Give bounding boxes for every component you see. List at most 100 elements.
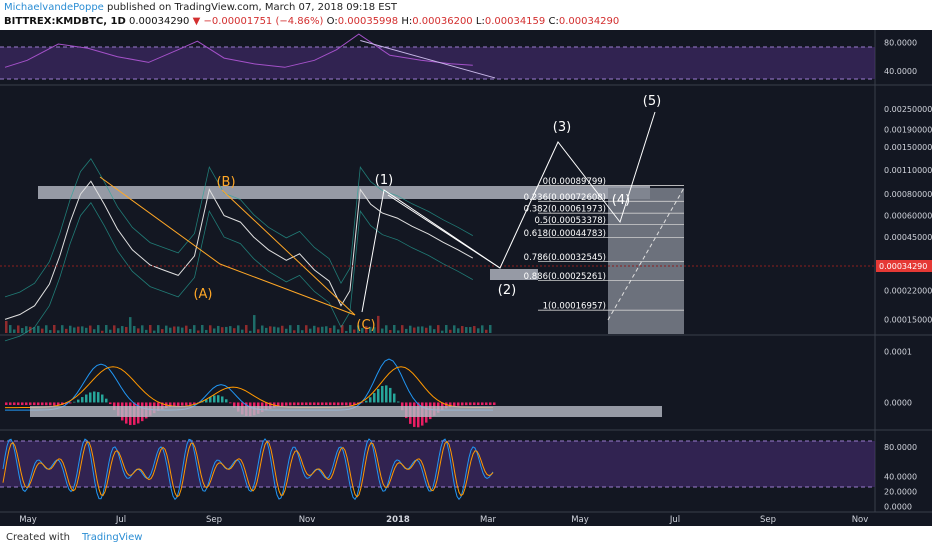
volume-bar	[257, 329, 260, 333]
fib-level-label: 0.618(0.00044783)	[524, 229, 606, 239]
volume-bar	[373, 327, 376, 333]
volume-bar	[189, 329, 192, 333]
macd-hist-bar	[213, 395, 216, 403]
volume-bar	[229, 326, 232, 333]
tradingview-logo[interactable]: TradingView	[82, 532, 143, 543]
macd-hist-bar	[217, 395, 220, 403]
volume-bar	[353, 329, 356, 333]
volume-bar	[217, 325, 220, 333]
wave-2-label: (2)	[498, 283, 516, 298]
volume-bar	[57, 330, 60, 333]
volume-bar	[185, 325, 188, 333]
volume-bar	[385, 325, 388, 333]
publish-line: MichaelvandePoppe published on TradingVi…	[4, 2, 397, 13]
volume-bar	[481, 325, 484, 333]
macd-hist-bar	[349, 402, 352, 406]
volume-bar	[193, 325, 196, 333]
volume-bar	[489, 325, 492, 333]
volume-bar	[329, 327, 332, 333]
close-value: 0.00034290	[558, 16, 620, 27]
macd-hist-bar	[33, 402, 36, 406]
macd-hist-bar	[377, 388, 380, 403]
macd-hist-bar	[29, 402, 32, 406]
macd-hist-bar	[49, 402, 52, 406]
low-label: L:	[475, 16, 485, 27]
volume-bar	[445, 325, 448, 333]
volume-bar	[325, 326, 328, 333]
macd-hist-bar	[289, 402, 292, 406]
b-to-c-trendline	[221, 189, 356, 316]
volume-bar	[37, 325, 40, 333]
volume-bar	[177, 326, 180, 333]
volume-bar	[349, 325, 352, 333]
symbol-label: BITTREX:KMDBTC, 1D	[4, 16, 126, 27]
wave-a-label: (A)	[193, 287, 212, 302]
volume-bar	[429, 325, 432, 333]
macd-hist-bar	[57, 402, 60, 406]
macd-hist-bar	[453, 402, 456, 407]
macd-hist-bar	[345, 402, 348, 406]
volume-bar	[341, 325, 344, 333]
volume-bar	[105, 325, 108, 333]
wave-b-label: (B)	[216, 175, 235, 190]
macd-hist-bar	[105, 398, 108, 403]
volume-bar	[21, 328, 24, 333]
chart-svg[interactable]: 0(0.00089799) 0.236(0.00072608) 0.382(0.00…	[0, 30, 932, 526]
macd-hist-bar	[489, 402, 492, 406]
volume-bar	[197, 330, 200, 333]
macd-hist-bar	[25, 402, 28, 406]
macd-hist-bar	[445, 402, 448, 409]
fib-level-label: 0.786(0.00032545)	[524, 253, 606, 263]
x-tick-label: Sep	[760, 515, 776, 525]
macd-zone	[30, 406, 662, 417]
macd-hist-bar	[293, 402, 296, 406]
volume-bar	[201, 325, 204, 333]
volume-bar	[45, 325, 48, 333]
volume-bar	[441, 330, 444, 333]
macd-hist-bar	[173, 402, 176, 407]
fib-diagonal	[607, 187, 685, 321]
macd-hist-bar	[481, 402, 484, 406]
stoch-tick-label: 80.0000	[884, 443, 917, 452]
volume-bar	[301, 330, 304, 333]
x-tick-label: Nov	[299, 515, 316, 525]
volume-bar	[113, 325, 116, 333]
macd-hist-bar	[5, 402, 8, 406]
macd-tick-label: 0.0001	[884, 347, 912, 356]
volume-bar	[253, 315, 256, 333]
macd-hist-bar	[329, 402, 332, 406]
open-label: O:	[326, 16, 338, 27]
macd-hist-bar	[381, 385, 384, 403]
volume-bar	[225, 326, 228, 333]
volume-bar	[453, 325, 456, 333]
macd-hist-bar	[269, 402, 272, 409]
macd-hist-bar	[469, 402, 472, 406]
macd-hist-bar	[397, 401, 400, 403]
rsi-line	[4, 33, 473, 68]
volume-bar	[433, 329, 436, 333]
macd-hist-bar	[309, 402, 312, 406]
volume-bar	[425, 327, 428, 333]
fibonacci-levels: 0(0.00089799) 0.236(0.00072608) 0.382(0.00…	[524, 177, 684, 312]
created-with-text: Created with	[6, 532, 70, 543]
macd-hist-bar	[465, 402, 468, 406]
volume-bar	[273, 326, 276, 333]
chart-area[interactable]: 0(0.00089799) 0.236(0.00072608) 0.382(0.00…	[0, 30, 932, 526]
high-value: 0.00036200	[412, 16, 473, 27]
macd-hist-bar	[13, 402, 16, 406]
x-tick-label: Mar	[480, 515, 497, 525]
published-text: published on TradingView.com, March 07, …	[107, 2, 398, 13]
x-tick-label: May	[19, 515, 37, 525]
author-link[interactable]: MichaelvandePoppe	[4, 2, 104, 13]
macd-hist-bar	[365, 400, 368, 403]
x-tick-label: Jul	[669, 515, 680, 525]
macd-hist-bar	[297, 402, 300, 406]
price-change: ▼ −0.00001751 (−4.86%)	[192, 16, 324, 27]
last-price: 0.00034290	[128, 16, 190, 27]
wave-c-label: (C)	[356, 318, 375, 333]
macd-hist-bar	[493, 402, 496, 406]
volume-bar	[89, 325, 92, 333]
bollinger-lower	[4, 201, 473, 342]
fib-level-label: 0.382(0.00061973)	[524, 205, 606, 215]
volume-bar	[321, 326, 324, 333]
